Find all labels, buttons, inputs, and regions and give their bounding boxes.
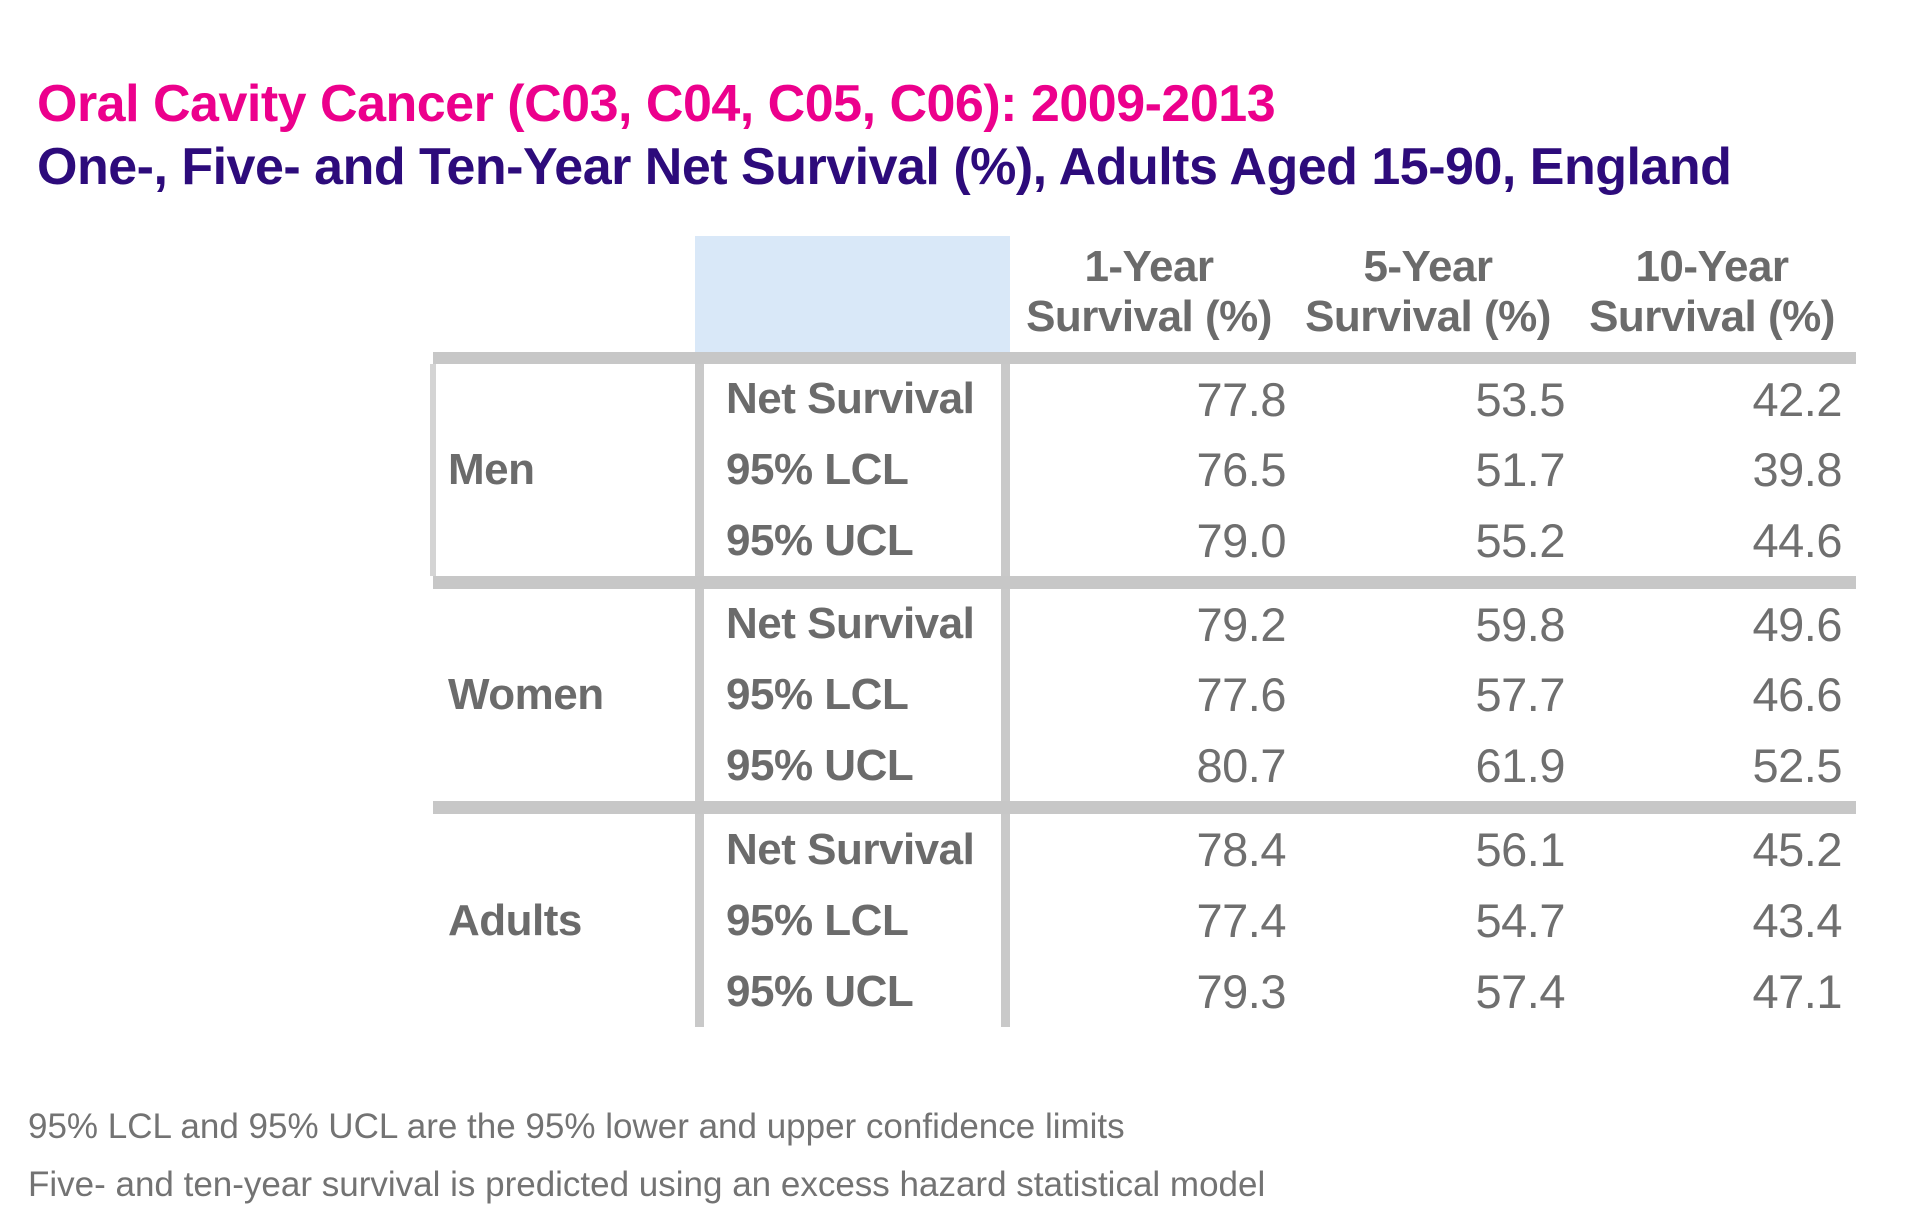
- group-label-adults: Adults: [448, 895, 582, 945]
- column-header-10-year: 10-Year Survival (%): [1568, 236, 1856, 352]
- row-label: 95% UCL: [695, 956, 1010, 1027]
- column-header-line2: Survival (%): [1026, 292, 1272, 341]
- value-cell: 54.7: [1475, 894, 1566, 947]
- column-header-5-year: 5-Year Survival (%): [1288, 236, 1568, 352]
- value-cell: 78.4: [1196, 823, 1287, 876]
- table-group-adults: Adults Net Survival 78.4 56.1 45.2 95% L…: [433, 814, 1856, 1027]
- value-cell: 56.1: [1475, 823, 1566, 876]
- row-label: 95% UCL: [695, 505, 1010, 576]
- row-label: 95% LCL: [695, 885, 1010, 956]
- footnotes: 95% LCL and 95% UCL are the 95% lower an…: [28, 1098, 1265, 1205]
- row-label: 95% LCL: [695, 434, 1010, 506]
- column-header-line1: 1-Year: [1084, 242, 1214, 291]
- row-label: Net Survival: [695, 814, 1010, 885]
- value-cell: 47.1: [1752, 965, 1843, 1018]
- column-header-line1: 10-Year: [1635, 242, 1789, 291]
- value-cell: 77.4: [1196, 894, 1287, 947]
- value-cell: 57.7: [1475, 668, 1566, 722]
- row-label: 95% UCL: [695, 730, 1010, 801]
- slide-subtitle: One-, Five- and Ten-Year Net Survival (%…: [37, 138, 1732, 196]
- column-header-line2: Survival (%): [1589, 292, 1835, 341]
- group-label-women: Women: [448, 669, 604, 719]
- value-cell: 79.2: [1196, 597, 1287, 651]
- header-highlight-cell: [695, 236, 1010, 352]
- footnote-line: Five- and ten-year survival is predicted…: [28, 1165, 1266, 1204]
- divider-bar: [433, 576, 1856, 589]
- row-label: Net Survival: [695, 589, 1010, 660]
- value-cell: 53.5: [1475, 372, 1566, 426]
- value-cell: 43.4: [1752, 894, 1843, 947]
- footnote-line: 95% LCL and 95% UCL are the 95% lower an…: [28, 1107, 1125, 1146]
- men-group-left-border: [430, 364, 436, 576]
- table-group-women: Women Net Survival 79.2 59.8 49.6 95% LC…: [433, 589, 1856, 801]
- value-cell: 42.2: [1752, 372, 1843, 426]
- value-cell: 57.4: [1475, 965, 1566, 1018]
- value-cell: 59.8: [1475, 597, 1566, 651]
- column-header-1-year: 1-Year Survival (%): [1010, 236, 1288, 352]
- row-label: Net Survival: [695, 364, 1010, 435]
- value-cell: 39.8: [1752, 443, 1843, 497]
- value-cell: 51.7: [1475, 443, 1566, 497]
- value-cell: 44.6: [1752, 514, 1843, 568]
- value-cell: 80.7: [1196, 739, 1287, 793]
- value-cell: 77.8: [1196, 372, 1287, 426]
- value-cell: 49.6: [1752, 597, 1843, 651]
- slide-title: Oral Cavity Cancer (C03, C04, C05, C06):…: [37, 75, 1276, 133]
- group-label-men: Men: [448, 444, 535, 494]
- value-cell: 79.3: [1196, 965, 1287, 1018]
- value-cell: 55.2: [1475, 514, 1566, 568]
- value-cell: 79.0: [1196, 514, 1287, 568]
- header-blank-cell: [433, 236, 695, 352]
- divider-bar: [433, 352, 1856, 364]
- column-header-line1: 5-Year: [1363, 242, 1493, 291]
- table-group-men: Men Net Survival 77.8 53.5 42.2 95% LCL …: [433, 364, 1856, 576]
- value-cell: 61.9: [1475, 739, 1566, 793]
- value-cell: 76.5: [1196, 443, 1287, 497]
- value-cell: 46.6: [1752, 668, 1843, 722]
- survival-table: 1-Year Survival (%) 5-Year Survival (%) …: [433, 236, 1856, 1027]
- value-cell: 77.6: [1196, 668, 1287, 722]
- divider-bar: [433, 801, 1856, 814]
- column-header-line2: Survival (%): [1305, 292, 1551, 341]
- value-cell: 45.2: [1752, 823, 1843, 876]
- value-cell: 52.5: [1752, 739, 1843, 793]
- row-label: 95% LCL: [695, 659, 1010, 731]
